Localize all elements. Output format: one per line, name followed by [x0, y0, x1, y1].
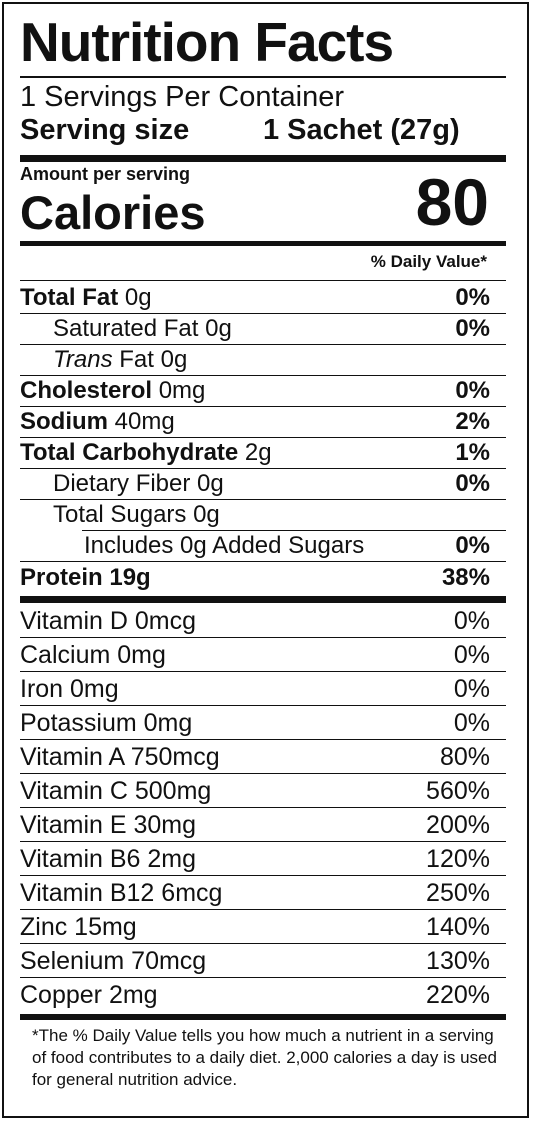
- nutrient-row-added-sugars: Includes 0g Added Sugars 0%: [84, 532, 490, 559]
- serving-size-value: 1 Sachet (27g): [263, 114, 460, 146]
- divider: [20, 841, 506, 842]
- divider: [20, 909, 506, 910]
- nutrient-row-protein: Protein 19g 38%: [20, 564, 490, 591]
- divider: [82, 530, 506, 531]
- divider: [20, 406, 506, 407]
- divider: [20, 943, 506, 944]
- nutrient-row-sodium: Sodium 40mg 2%: [20, 408, 490, 435]
- medium-divider: [20, 241, 506, 246]
- divider: [20, 705, 506, 706]
- serving-size-label: Serving size: [20, 114, 190, 146]
- vitamin-row: Calcium 0mg 0%: [20, 641, 490, 669]
- amount-per-serving: Amount per serving: [20, 164, 191, 184]
- divider: [20, 313, 506, 314]
- footnote: *The % Daily Value tells you how much a …: [32, 1026, 497, 1089]
- divider: [20, 807, 506, 808]
- nutrient-row-dietary-fiber: Dietary Fiber 0g 0%: [53, 470, 490, 497]
- divider: [20, 739, 506, 740]
- divider: [20, 977, 506, 978]
- thick-divider: [20, 155, 506, 162]
- nutrient-row-trans-fat: Trans Fat 0g: [53, 346, 188, 373]
- vitamin-row: Iron 0mg 0%: [20, 675, 490, 703]
- nutrient-row-total-fat: Total Fat 0g 0%: [20, 284, 490, 311]
- thick-divider: [20, 1014, 506, 1020]
- divider: [20, 375, 506, 376]
- vitamin-row: Vitamin B6 2mg 120%: [20, 845, 490, 873]
- vitamin-row: Zinc 15mg 140%: [20, 913, 490, 941]
- serving-size-row: Serving size 1 Sachet (27g): [20, 113, 506, 147]
- divider: [20, 671, 506, 672]
- nutrient-row-saturated-fat: Saturated Fat 0g 0%: [53, 315, 490, 342]
- vitamin-row: Vitamin A 750mcg 80%: [20, 743, 490, 771]
- label-title: Nutrition Facts: [20, 11, 394, 73]
- vitamin-row: Vitamin D 0mcg 0%: [20, 607, 490, 635]
- thick-divider: [20, 596, 506, 603]
- divider: [20, 561, 506, 562]
- divider: [20, 280, 506, 281]
- vitamin-row: Copper 2mg 220%: [20, 981, 490, 1009]
- vitamin-row: Potassium 0mg 0%: [20, 709, 490, 737]
- vitamin-row: Vitamin C 500mg 560%: [20, 777, 490, 805]
- nutrient-row-cholesterol: Cholesterol 0mg 0%: [20, 377, 490, 404]
- vitamin-row: Vitamin B12 6mcg 250%: [20, 879, 490, 907]
- nutrient-row-total-sugars: Total Sugars 0g: [53, 501, 220, 528]
- daily-value-header: % Daily Value*: [370, 252, 487, 271]
- vitamin-row: Vitamin E 30mg 200%: [20, 811, 490, 839]
- vitamin-row: Selenium 70mcg 130%: [20, 947, 490, 975]
- divider: [20, 468, 506, 469]
- divider: [20, 76, 506, 78]
- servings-per-container: 1 Servings Per Container: [20, 81, 344, 113]
- nutrient-row-total-carbohydrate: Total Carbohydrate 2g 1%: [20, 439, 490, 466]
- calories-value: 80: [415, 165, 489, 239]
- divider: [20, 875, 506, 876]
- divider: [20, 637, 506, 638]
- divider: [20, 499, 506, 500]
- divider: [20, 437, 506, 438]
- divider: [20, 773, 506, 774]
- calories-label: Calories: [20, 186, 206, 239]
- divider: [20, 344, 506, 345]
